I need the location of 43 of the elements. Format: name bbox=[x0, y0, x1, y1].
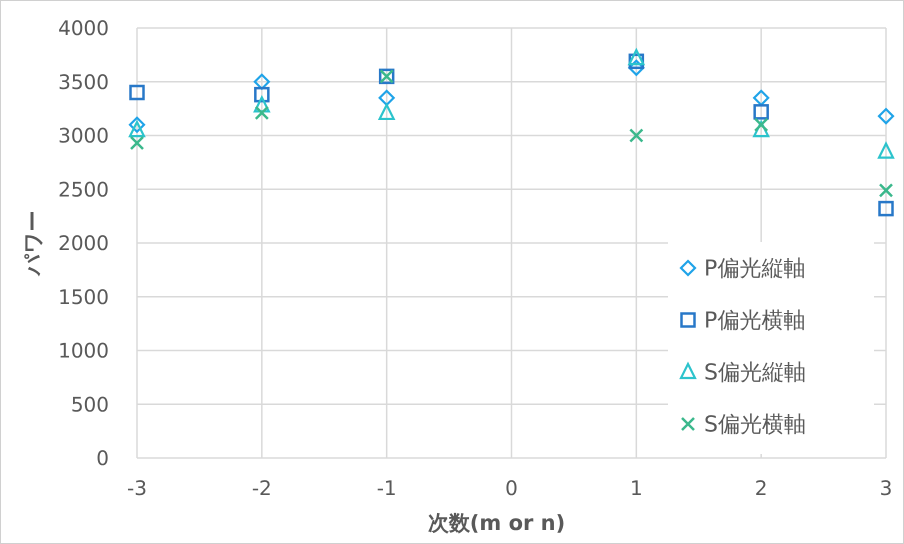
x-tick-label: -1 bbox=[376, 476, 397, 500]
point bbox=[878, 108, 894, 124]
point bbox=[753, 90, 770, 106]
point bbox=[378, 104, 395, 120]
y-axis-title: パワー bbox=[21, 210, 45, 276]
point bbox=[128, 116, 146, 133]
point bbox=[628, 49, 644, 66]
x-tick-label: -2 bbox=[252, 476, 272, 500]
y-tick-label: 2000 bbox=[58, 231, 109, 255]
point bbox=[754, 118, 768, 132]
legend-label: P偏光縦軸 bbox=[704, 256, 806, 282]
y-tick-label: 0 bbox=[96, 446, 109, 470]
y-tick-label: 1000 bbox=[58, 338, 109, 362]
y-tick-label: 3500 bbox=[58, 70, 109, 94]
legend-label: P偏光横軸 bbox=[704, 308, 806, 334]
point bbox=[129, 84, 145, 100]
x-axis-title: 次数(m or n) bbox=[428, 511, 566, 535]
point bbox=[628, 60, 644, 76]
y-tick-label: 3000 bbox=[58, 124, 109, 148]
y-tick-label: 4000 bbox=[58, 16, 109, 40]
y-tick-label: 2500 bbox=[58, 177, 109, 202]
point bbox=[878, 142, 894, 159]
point bbox=[378, 90, 395, 106]
point bbox=[254, 96, 270, 112]
point bbox=[753, 121, 770, 138]
legend-label: S偏光横軸 bbox=[704, 412, 806, 438]
point bbox=[130, 136, 144, 150]
y-tick-label: 500 bbox=[70, 392, 109, 416]
point bbox=[753, 104, 769, 120]
point bbox=[254, 106, 270, 120]
point bbox=[128, 121, 146, 138]
x-tick-label: -3 bbox=[127, 476, 147, 500]
point bbox=[254, 86, 270, 102]
point bbox=[629, 128, 644, 143]
point bbox=[254, 74, 270, 90]
x-tick-label: 0 bbox=[505, 476, 518, 500]
legend-label: S偏光縦軸 bbox=[704, 360, 806, 386]
x-tick-label: 2 bbox=[754, 476, 768, 500]
point bbox=[878, 200, 894, 216]
x-tick-label: 1 bbox=[630, 476, 643, 500]
point bbox=[878, 183, 894, 198]
y-tick-label: 1500 bbox=[58, 284, 109, 309]
x-tick-label: 3 bbox=[880, 476, 892, 500]
